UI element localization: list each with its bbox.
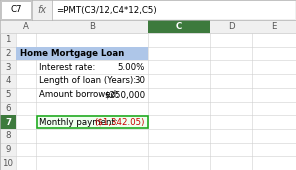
Text: ($1,342.05): ($1,342.05)	[95, 117, 145, 126]
Text: $250,000: $250,000	[104, 90, 145, 99]
Text: 9: 9	[5, 145, 11, 154]
Bar	[0, 0, 296, 20]
Text: Monthly payment:: Monthly payment:	[39, 117, 118, 126]
Bar	[148, 20, 210, 33]
Bar	[53, 1, 295, 19]
Bar	[1, 1, 31, 19]
Text: Amount borrowed:: Amount borrowed:	[39, 90, 119, 99]
Bar	[0, 20, 296, 33]
Text: D: D	[228, 22, 234, 31]
Text: 10: 10	[2, 159, 14, 168]
Bar	[0, 33, 16, 170]
Text: A: A	[23, 22, 29, 31]
Text: C: C	[176, 22, 182, 31]
Text: 30: 30	[134, 76, 145, 86]
Text: Interest rate:: Interest rate:	[39, 63, 95, 72]
Text: 1: 1	[5, 35, 11, 44]
Bar	[36, 116, 147, 128]
Text: fx: fx	[37, 5, 46, 15]
Text: Length of loan (Years):: Length of loan (Years):	[39, 76, 136, 86]
Text: 5: 5	[5, 90, 11, 99]
Text: 8: 8	[5, 131, 11, 140]
Text: 2: 2	[5, 49, 11, 58]
Text: Home Mortgage Loan: Home Mortgage Loan	[20, 49, 124, 58]
Text: E: E	[271, 22, 277, 31]
Text: =PMT(C3/12,C4*12,C5): =PMT(C3/12,C4*12,C5)	[56, 5, 157, 14]
Bar	[0, 33, 296, 170]
Text: 3: 3	[5, 63, 11, 72]
Text: 7: 7	[5, 117, 11, 126]
Bar	[0, 115, 16, 129]
Bar	[16, 47, 148, 60]
Text: 4: 4	[5, 76, 11, 86]
Text: 5.00%: 5.00%	[118, 63, 145, 72]
Text: 6: 6	[5, 104, 11, 113]
Text: C7: C7	[10, 5, 22, 14]
Bar	[36, 115, 148, 129]
Text: B: B	[89, 22, 95, 31]
